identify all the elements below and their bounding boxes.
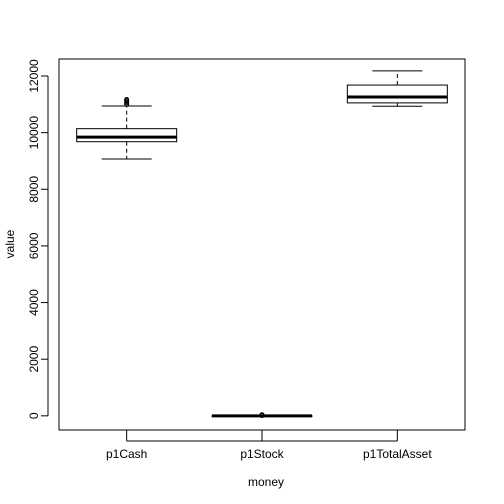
x-axis: p1Cash p1Stock p1TotalAsset	[106, 430, 432, 461]
x-tick-label: p1TotalAsset	[363, 447, 432, 461]
outlier-point	[124, 96, 130, 102]
y-tick-label: 8000	[27, 176, 41, 203]
y-axis-label: value	[3, 229, 17, 258]
box-p1Stock	[211, 412, 313, 419]
box-p1TotalAsset	[346, 70, 448, 107]
y-tick-label: 12000	[27, 59, 41, 93]
x-tick-label: p1Cash	[106, 447, 147, 461]
x-axis-label: money	[248, 475, 284, 489]
y-tick-label: 6000	[27, 232, 41, 259]
iqr-box	[346, 84, 448, 104]
box-p1Cash	[76, 96, 178, 160]
iqr-box	[76, 128, 178, 143]
y-tick-label: 10000	[27, 116, 41, 150]
y-tick-label: 2000	[27, 346, 41, 373]
x-tick-label: p1Stock	[240, 447, 284, 461]
boxes	[76, 70, 448, 419]
y-tick-label: 4000	[27, 289, 41, 316]
plot-frame	[58, 58, 466, 431]
y-tick-label: 0	[27, 412, 41, 419]
y-axis: 0 2000 4000 6000 8000 10000 12000	[27, 59, 49, 419]
outlier-point	[259, 412, 265, 418]
